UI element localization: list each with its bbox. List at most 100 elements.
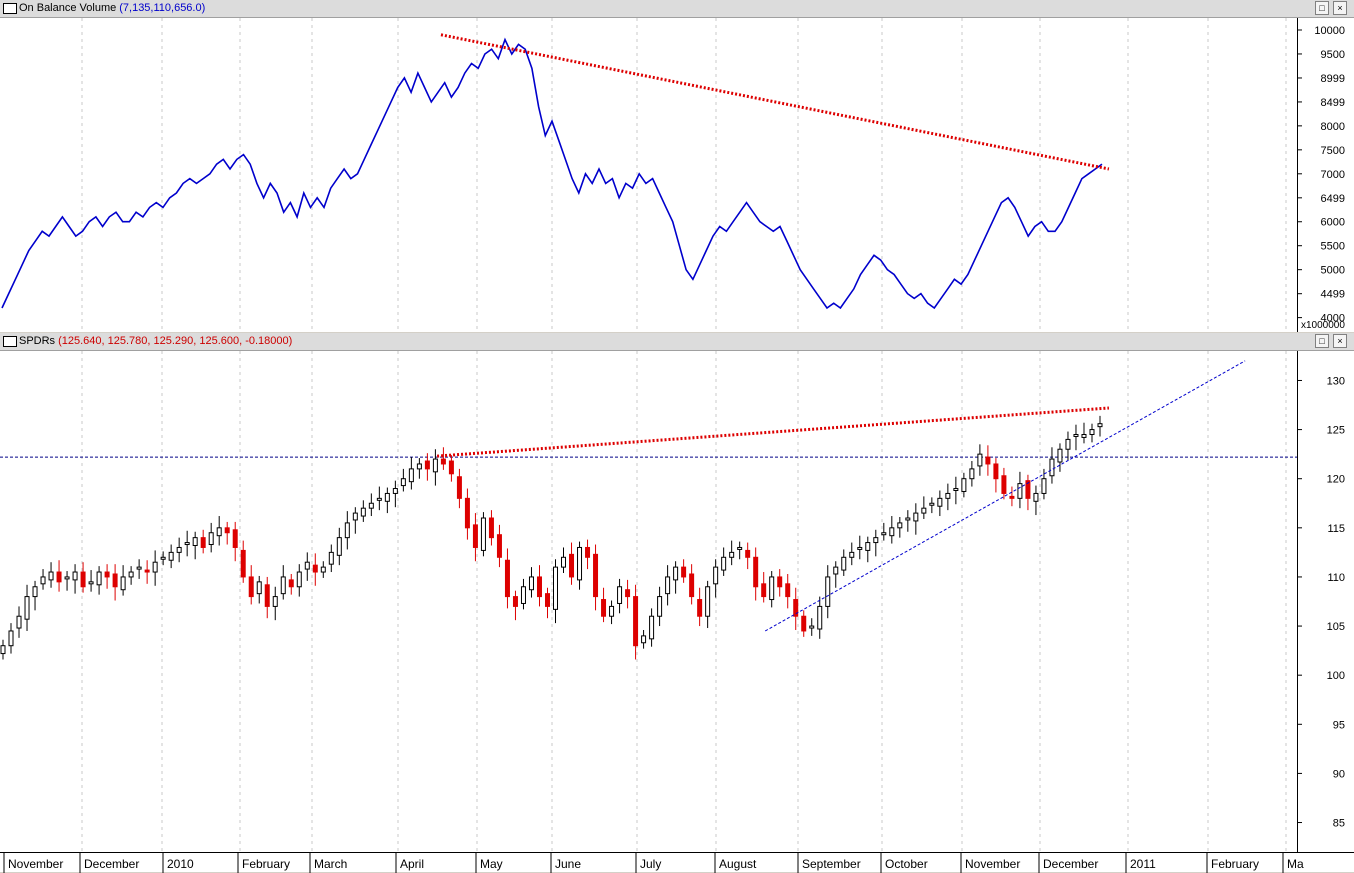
candle-body xyxy=(160,556,166,560)
spdr-pane-titlebar: SPDRs (125.640, 125.780, 125.290, 125.600… xyxy=(0,333,1354,351)
candle-body xyxy=(961,478,967,492)
y-tick-label: 4000 xyxy=(1321,313,1345,325)
candle-body xyxy=(440,458,446,465)
candle-body xyxy=(88,581,94,585)
x-tick-label: August xyxy=(719,857,757,871)
close-button[interactable]: × xyxy=(1333,334,1347,348)
restore-button[interactable]: □ xyxy=(1315,1,1329,15)
candle-body xyxy=(769,576,775,601)
candle-body xyxy=(969,468,975,480)
y-tick-label: 130 xyxy=(1327,375,1345,387)
candle-body xyxy=(1065,438,1071,450)
obv-series-line xyxy=(1,37,1103,310)
candle-body xyxy=(384,492,390,502)
candle-body xyxy=(873,537,879,544)
candle-body xyxy=(152,561,158,573)
candle-body xyxy=(184,542,190,546)
spdr-axis-area xyxy=(1297,351,1354,852)
candle-body xyxy=(1033,492,1039,502)
candle-body xyxy=(657,596,663,617)
candle-body xyxy=(400,478,406,487)
x-tick-label: May xyxy=(480,857,503,871)
y-tick-label: 120 xyxy=(1327,474,1345,486)
y-tick-label: 8000 xyxy=(1321,121,1345,133)
pane-icon xyxy=(3,3,17,14)
candle-body xyxy=(240,549,246,578)
obv-pane-values: (7,135,110,656.0) xyxy=(119,2,206,14)
y-tick-label: 6499 xyxy=(1321,193,1345,205)
candle-body xyxy=(617,586,623,604)
candle-body xyxy=(697,599,703,617)
candle-body xyxy=(528,576,534,591)
candle-body xyxy=(993,463,999,480)
candle-body xyxy=(689,573,695,598)
candle-body xyxy=(577,546,583,581)
candle-body xyxy=(1089,429,1095,435)
candle-body xyxy=(224,527,230,534)
candle-body xyxy=(504,559,510,598)
obv-multiplier-label: x1000000 xyxy=(1301,320,1345,331)
restore-button[interactable]: □ xyxy=(1315,334,1329,348)
candle-body xyxy=(72,571,78,581)
candle-body xyxy=(488,517,494,539)
candle-body xyxy=(56,571,62,583)
candle-body xyxy=(1017,483,1023,499)
candle-body xyxy=(905,517,911,521)
candle-body xyxy=(817,605,823,630)
candle-body xyxy=(480,517,486,551)
x-tick-label: June xyxy=(555,857,581,871)
y-tick-label: 5500 xyxy=(1321,241,1345,253)
y-tick-label: 95 xyxy=(1333,719,1345,731)
obv-axis-area xyxy=(1297,18,1354,332)
y-tick-label: 125 xyxy=(1327,425,1345,437)
y-tick-label: 110 xyxy=(1327,572,1345,584)
candle-body xyxy=(8,630,14,647)
candle-body xyxy=(593,553,599,598)
candle-body xyxy=(144,569,150,573)
x-tick-label: December xyxy=(84,857,139,871)
candle-body xyxy=(128,571,134,578)
candle-body xyxy=(104,571,110,578)
y-tick-label: 5000 xyxy=(1321,265,1345,277)
x-tick-label: November xyxy=(965,857,1020,871)
candle-body xyxy=(208,532,214,546)
candle-body xyxy=(785,583,791,598)
candle-body xyxy=(392,488,398,494)
close-button[interactable]: × xyxy=(1333,1,1347,15)
candle-body xyxy=(376,497,382,501)
y-tick-label: 90 xyxy=(1333,768,1345,780)
candle-body xyxy=(665,576,671,595)
y-tick-label: 7000 xyxy=(1321,169,1345,181)
candle-body xyxy=(841,556,847,571)
candle-body xyxy=(985,456,991,465)
candle-body xyxy=(1049,458,1055,477)
candle-body xyxy=(1097,423,1103,428)
candle-body xyxy=(424,460,430,470)
y-tick-label: 85 xyxy=(1333,818,1345,830)
candle-body xyxy=(336,537,342,556)
candle-body xyxy=(232,529,238,548)
x-axis-labels: November December 2010 February March April Ma… xyxy=(3,853,1304,873)
candle-body xyxy=(360,507,366,517)
candle-body xyxy=(745,549,751,558)
candle-body xyxy=(192,537,198,547)
candle-body xyxy=(512,596,518,607)
candle-body xyxy=(280,576,286,595)
candle-body xyxy=(649,615,655,640)
x-tick-label: September xyxy=(802,857,861,871)
spdr-lower-trendline xyxy=(764,360,1246,632)
candle-body xyxy=(601,599,607,617)
candle-body xyxy=(953,488,959,491)
candle-body xyxy=(1009,495,1015,499)
candle-body xyxy=(168,551,174,561)
x-tick-label: November xyxy=(8,857,63,871)
candle-body xyxy=(673,566,679,581)
candle-body xyxy=(833,566,839,575)
spdr-chart: 130 125 120 115 110 105 100 95 90 85 xyxy=(0,351,1354,852)
candle-body xyxy=(248,576,254,598)
y-tick-label: 100 xyxy=(1327,670,1345,682)
x-tick-label: 2011 xyxy=(1130,857,1156,871)
candle-body xyxy=(216,527,222,537)
y-tick-label: 115 xyxy=(1327,523,1345,535)
candle-body xyxy=(857,546,863,550)
